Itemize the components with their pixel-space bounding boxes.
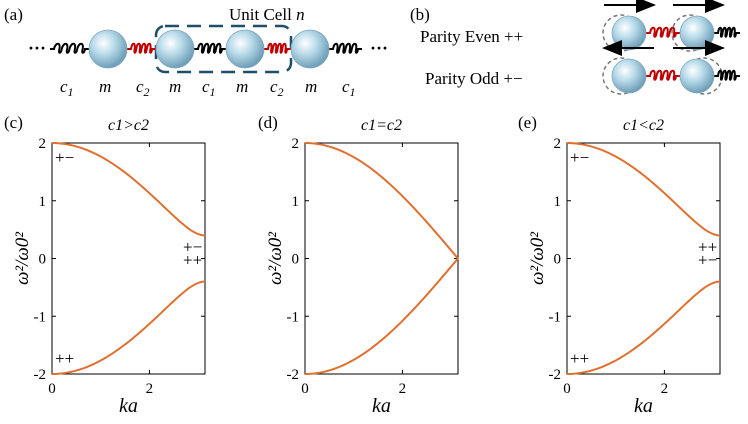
mass-1 — [155, 29, 195, 69]
y-tick-label: -2 — [287, 367, 300, 383]
spring-4 — [329, 42, 362, 54]
dispersion-branch — [566, 280, 721, 375]
chain-label-3: m — [169, 77, 181, 96]
chain-label-5: m — [236, 77, 248, 96]
x-tick-label: 0 — [563, 381, 571, 397]
mode-label-edge-lower: +− — [698, 250, 717, 269]
panel-label-c: (c) — [4, 113, 23, 132]
mode-label-edge-upper: ++ — [698, 238, 717, 257]
y-axis-label: ω²/ω0² — [265, 232, 286, 285]
chain-label-7: m — [305, 77, 317, 96]
left-ellipsis: ··· — [28, 38, 46, 58]
parity-odd-label: Parity Odd +− — [425, 69, 523, 88]
y-tick-label: 2 — [39, 136, 47, 152]
x-axis-label: ka — [634, 395, 653, 417]
y-tick-label: -1 — [549, 309, 562, 325]
spring-3 — [264, 42, 291, 54]
y-tick-label: 0 — [39, 252, 47, 268]
y-tick-label: -1 — [287, 309, 300, 325]
mass-0 — [88, 29, 128, 69]
y-tick-label: -1 — [34, 309, 47, 325]
y-tick-label: 2 — [292, 136, 300, 152]
y-axis-label: ω²/ω0² — [527, 232, 548, 285]
mode-label-bottom: ++ — [570, 349, 589, 368]
x-tick-label: 2 — [399, 381, 407, 397]
plot-title: c1=c2 — [361, 117, 402, 134]
parity-even-diagram — [602, 0, 740, 52]
chain-label-8: c1 — [342, 77, 356, 99]
plot-title: c1>c2 — [108, 117, 149, 134]
mass-2 — [225, 29, 265, 69]
dispersion-branch — [51, 280, 206, 375]
panel-label-d: (d) — [258, 113, 278, 132]
plot-title: c1<c2 — [623, 117, 664, 134]
spring-2 — [194, 42, 226, 54]
mode-spring-inner — [646, 69, 680, 81]
x-tick-label: 0 — [301, 381, 309, 397]
chain-label-1: m — [99, 77, 111, 96]
mode-label-bottom: ++ — [55, 349, 74, 368]
mode-label-top: +− — [570, 148, 589, 167]
y-tick-label: 1 — [292, 194, 300, 210]
y-tick-label: 0 — [554, 252, 562, 268]
panel-label-b: (b) — [410, 5, 430, 24]
y-axis-label: ω²/ω0² — [12, 232, 33, 285]
mode-mass — [679, 15, 715, 51]
panel-label-a: (a) — [4, 5, 23, 24]
x-tick-label: 2 — [146, 381, 154, 397]
y-tick-label: 0 — [292, 252, 300, 268]
y-tick-label: -2 — [34, 367, 47, 383]
panel-b: (b) Parity Even ++ Parity Odd +− — [410, 0, 740, 95]
y-tick-label: 1 — [39, 194, 47, 210]
x-tick-label: 0 — [48, 381, 56, 397]
chain-label-2: c2 — [136, 77, 150, 99]
parity-odd-diagram — [602, 40, 740, 95]
dispersion-plots: (c) (d) (e) 210-1-20 2kaω²/ω0²c1>c2+−+++−… — [4, 113, 721, 417]
right-ellipsis: ··· — [370, 38, 388, 58]
mode-label-edge-lower: ++ — [183, 250, 202, 269]
x-axis-label: ka — [372, 395, 391, 417]
chain-label-6: c2 — [270, 77, 284, 99]
mode-spring-inner — [646, 26, 680, 38]
mode-mass — [611, 15, 647, 51]
y-tick-label: 1 — [554, 194, 562, 210]
spring-1 — [127, 42, 156, 54]
mode-label-edge-upper: +− — [183, 238, 202, 257]
x-axis-label: ka — [119, 395, 138, 417]
parity-even-label: Parity Even ++ — [420, 27, 523, 46]
panel-label-e: (e) — [518, 113, 537, 132]
dispersion-branch — [51, 142, 206, 237]
mode-spring-outer — [714, 69, 740, 81]
mode-label-top: +− — [55, 148, 74, 167]
mass-3 — [290, 29, 330, 69]
chain-masses — [88, 29, 330, 69]
mode-mass — [611, 58, 647, 94]
chain-springs — [50, 42, 362, 54]
dispersion-branch — [304, 257, 459, 375]
y-tick-label: -2 — [549, 367, 562, 383]
unit-cell-label: Unit Cell n — [229, 5, 305, 24]
dispersion-branch — [304, 142, 459, 260]
y-tick-label: 2 — [554, 136, 562, 152]
x-tick-label: 2 — [661, 381, 669, 397]
chain-labels: c1 m c2 m c1 m c2 m c1 — [60, 77, 356, 99]
spring-0 — [50, 42, 89, 54]
mode-spring-outer — [714, 26, 740, 38]
panel-a: (a) Unit Cell n ··· ··· c1 m c2 m c1 m c2 m c1 — [4, 5, 388, 99]
chain-label-0: c1 — [60, 77, 74, 99]
mode-mass — [679, 58, 715, 94]
dispersion-branch — [566, 142, 721, 237]
chain-label-4: c1 — [202, 77, 216, 99]
